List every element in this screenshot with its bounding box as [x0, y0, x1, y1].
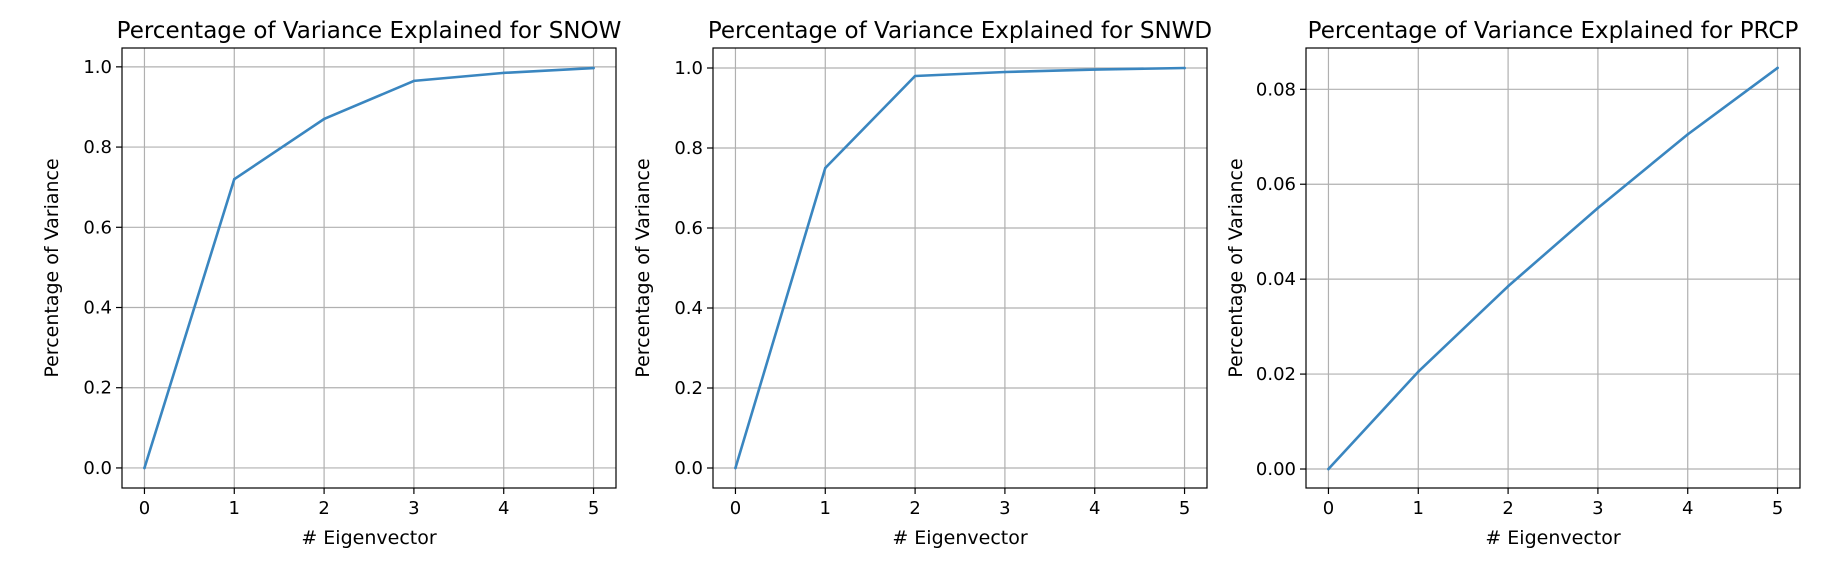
y-tick-label: 0.06 — [1256, 174, 1296, 195]
data-point — [734, 466, 737, 470]
x-tick-label: 1 — [820, 498, 831, 519]
y-tick-label: 0.2 — [83, 378, 112, 399]
chart-panel-3: 0 1 2 3 4 5 0.00 0.02 0.04 0.06 0.08 Percentage of … — [1225, 18, 1801, 549]
x-tick-label: 4 — [498, 498, 509, 519]
x-axis-label: # Eigenvector — [1485, 527, 1620, 549]
y-tick-label: 1.0 — [674, 58, 703, 79]
x-tick-label: 5 — [588, 498, 599, 519]
series-line — [734, 66, 1186, 470]
y-axis-label: Percentage of Variance — [1225, 158, 1247, 377]
y-tick-label: 0.6 — [674, 218, 703, 239]
y-tick-label: 0.08 — [1256, 79, 1296, 100]
x-tick-label: 1 — [229, 498, 240, 519]
data-point — [1596, 206, 1600, 210]
y-tick-label: 0.00 — [1256, 459, 1296, 480]
data-point — [913, 74, 917, 78]
y-axis-label: Percentage of Variance — [41, 158, 63, 377]
plot-frame — [1305, 47, 1801, 489]
x-tick-label: 0 — [730, 498, 741, 519]
x-tick-label: 0 — [139, 498, 150, 519]
data-point — [1093, 68, 1097, 71]
x-tick-label: 1 — [1413, 498, 1424, 519]
y-tick-label: 0.02 — [1256, 364, 1296, 385]
data-point — [1686, 133, 1690, 136]
data-point — [322, 117, 326, 121]
y-tick-label: 0.8 — [83, 137, 112, 158]
data-point — [502, 71, 506, 75]
x-tick-label: 2 — [1502, 498, 1513, 519]
data-point — [1003, 70, 1007, 74]
data-point — [1327, 467, 1330, 471]
chart-title: Percentage of Variance Explained for SNO… — [117, 18, 622, 44]
series-line — [1327, 66, 1779, 471]
y-tick-label: 0.04 — [1256, 269, 1296, 290]
y-tick-label: 0.0 — [674, 458, 703, 479]
x-tick-label: 2 — [909, 498, 920, 519]
y-tick-label: 0.4 — [674, 298, 703, 319]
data-point — [1416, 370, 1420, 374]
plot-frame — [121, 47, 617, 489]
data-point — [1776, 66, 1779, 70]
x-tick-label: 5 — [1772, 498, 1783, 519]
x-tick-label: 3 — [999, 498, 1010, 519]
y-axis-label: Percentage of Variance — [632, 158, 654, 377]
chart-title: Percentage of Variance Explained for SNW… — [708, 18, 1212, 44]
y-tick-label: 1.0 — [83, 57, 112, 78]
data-point — [1506, 284, 1510, 288]
x-axis-label: # Eigenvector — [892, 527, 1027, 549]
data-point — [592, 66, 595, 70]
y-tick-label: 0.6 — [83, 217, 112, 238]
y-tick-label: 0.8 — [674, 138, 703, 159]
y-tick-label: 0.0 — [83, 458, 112, 479]
series-line — [143, 66, 595, 470]
x-tick-label: 3 — [1592, 498, 1603, 519]
x-tick-label: 5 — [1179, 498, 1190, 519]
data-point — [232, 177, 236, 181]
x-axis-label: # Eigenvector — [301, 527, 436, 549]
data-point — [823, 166, 827, 170]
x-tick-label: 3 — [408, 498, 419, 519]
plot-frame — [712, 47, 1208, 489]
chart-title: Percentage of Variance Explained for PRC… — [1308, 18, 1799, 44]
data-point — [412, 79, 416, 83]
x-tick-label: 2 — [318, 498, 329, 519]
y-tick-label: 0.4 — [83, 298, 112, 319]
data-point — [143, 466, 146, 470]
y-tick-label: 0.2 — [674, 378, 703, 399]
x-tick-label: 4 — [1682, 498, 1693, 519]
x-tick-label: 0 — [1323, 498, 1334, 519]
data-point — [1183, 66, 1186, 70]
x-tick-label: 4 — [1089, 498, 1100, 519]
